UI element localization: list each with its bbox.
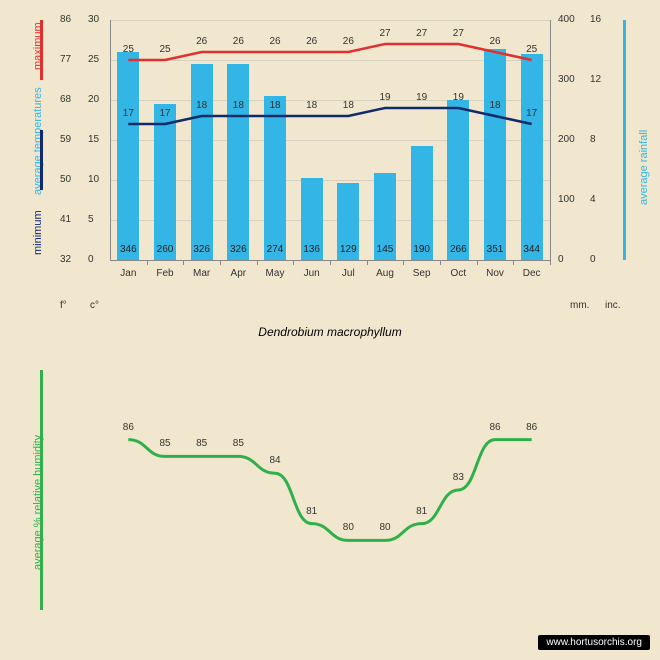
inc-unit: inc. (605, 300, 621, 311)
max-indicator (40, 20, 43, 80)
humidity-value: 85 (196, 438, 207, 449)
humidity-value: 80 (343, 522, 354, 533)
humidity-chart: 86 85 85 85 84 81 80 80 81 83 86 86 (110, 370, 550, 610)
rain-indicator (623, 20, 626, 260)
humidity-value: 86 (526, 422, 537, 433)
humidity-value: 85 (233, 438, 244, 449)
humidity-value: 81 (416, 506, 427, 517)
humidity-value: 84 (269, 455, 280, 466)
humidity-value: 86 (123, 422, 134, 433)
humidity-value: 86 (489, 422, 500, 433)
min-indicator (40, 130, 43, 190)
mm-unit: mm. (570, 300, 589, 311)
vlabel-rainfall: average rainfall (638, 130, 650, 205)
vlabel-minimum: minimum (32, 210, 44, 255)
humidity-indicator (40, 370, 43, 610)
humidity-value: 80 (379, 522, 390, 533)
chart-title: Dendrobium macrophyllum (0, 325, 660, 339)
humidity-value: 81 (306, 506, 317, 517)
c-unit: c° (90, 300, 99, 311)
source-badge: www.hortusorchis.org (538, 635, 650, 650)
humidity-value: 85 (159, 438, 170, 449)
f-unit: f° (60, 300, 67, 311)
humidity-value: 83 (453, 472, 464, 483)
climate-chart: 0325411050155920682577308600100420083001… (110, 20, 550, 260)
